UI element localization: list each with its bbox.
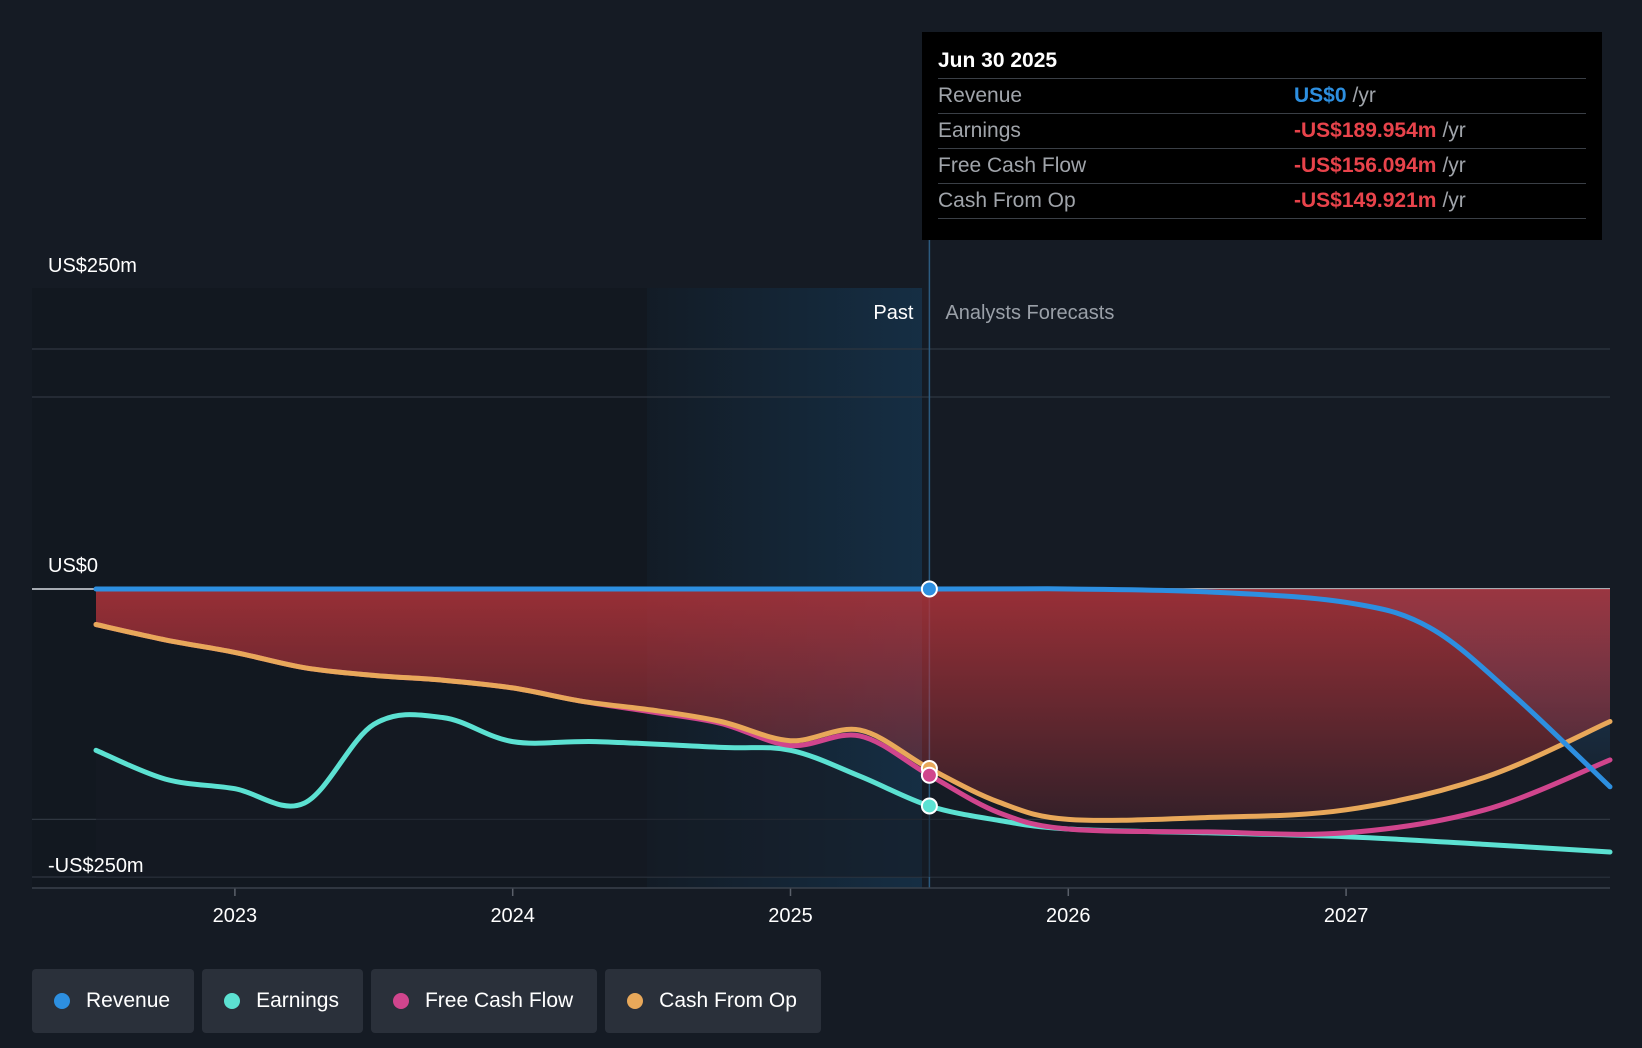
- legend-item-free-cash-flow[interactable]: Free Cash Flow: [370, 969, 598, 1033]
- legend-dot-icon: [224, 993, 241, 1009]
- y-axis-label: -US$250m: [48, 855, 144, 877]
- highlight-markers: [920, 580, 938, 815]
- tooltip-unit: /yr: [1352, 84, 1376, 107]
- x-axis-label: 2025: [768, 905, 813, 927]
- x-axis-label: 2024: [490, 905, 535, 927]
- tooltip-row-free-cash-flow: Free Cash Flow -US$156.094m /yr: [938, 148, 1586, 183]
- section-label-past: Past: [873, 302, 913, 324]
- tooltip-label: Revenue: [938, 84, 1023, 107]
- area-fills: [96, 588, 1610, 877]
- tooltip-value: -US$189.954m: [1294, 119, 1437, 142]
- tooltip-label: Cash From Op: [938, 189, 1076, 212]
- legend-label: Cash From Op: [659, 989, 797, 1012]
- legend-label: Earnings: [256, 989, 339, 1012]
- series-line-revenue: [93, 586, 1613, 790]
- tooltip-row-revenue: Revenue US$0 /yr: [938, 78, 1586, 113]
- legend-dot-icon: [54, 993, 70, 1009]
- x-axis-label: 2026: [1046, 905, 1091, 927]
- legend-item-revenue[interactable]: Revenue: [32, 969, 195, 1033]
- tooltip-value: -US$149.921m: [1294, 189, 1437, 212]
- tooltip-value: US$0: [1294, 84, 1347, 107]
- legend-dot-icon: [627, 993, 644, 1009]
- legend-item-earnings[interactable]: Earnings: [202, 969, 363, 1033]
- legend-dot-icon: [392, 993, 409, 1009]
- tooltip-row-cash-from-op: Cash From Op -US$149.921m /yr: [938, 183, 1586, 219]
- tooltip-unit: /yr: [1442, 189, 1466, 212]
- legend: Revenue Earnings Free Cash Flow Cash Fro…: [32, 969, 821, 1033]
- y-axis-label: US$0: [48, 555, 98, 577]
- marker-earnings: [920, 797, 938, 815]
- y-axis-label: US$250m: [48, 255, 137, 277]
- tooltip-label: Earnings: [938, 119, 1021, 142]
- section-label-forecast: Analysts Forecasts: [945, 302, 1114, 324]
- series-lines: [93, 586, 1613, 855]
- axis-labels: US$250m US$0 -US$250m 2023 2024 2025 2026 2027 P…: [32, 255, 1610, 927]
- legend-item-cash-from-op[interactable]: Cash From Op: [605, 969, 821, 1033]
- tooltip-value: -US$156.094m: [1294, 154, 1437, 177]
- tooltip-label: Free Cash Flow: [938, 154, 1087, 177]
- cash-from-op-area: [96, 589, 1610, 821]
- marker-free-cash-flow: [920, 766, 938, 784]
- tooltip-row-earnings: Earnings -US$189.954m /yr: [938, 113, 1586, 148]
- series-line-cash-from-op: [93, 622, 1613, 823]
- marker-revenue: [920, 580, 938, 598]
- earnings-shade: [96, 714, 1610, 877]
- tooltip-unit: /yr: [1442, 154, 1466, 177]
- tooltip: Jun 30 2025 Revenue US$0 /yr Earnings -U…: [922, 32, 1602, 240]
- legend-label: Revenue: [86, 989, 171, 1012]
- legend-label: Free Cash Flow: [424, 989, 574, 1012]
- tooltip-unit: /yr: [1442, 119, 1466, 142]
- tooltip-date: Jun 30 2025: [938, 49, 1058, 72]
- x-axis-label: 2023: [213, 905, 258, 927]
- x-axis-label: 2027: [1324, 905, 1369, 927]
